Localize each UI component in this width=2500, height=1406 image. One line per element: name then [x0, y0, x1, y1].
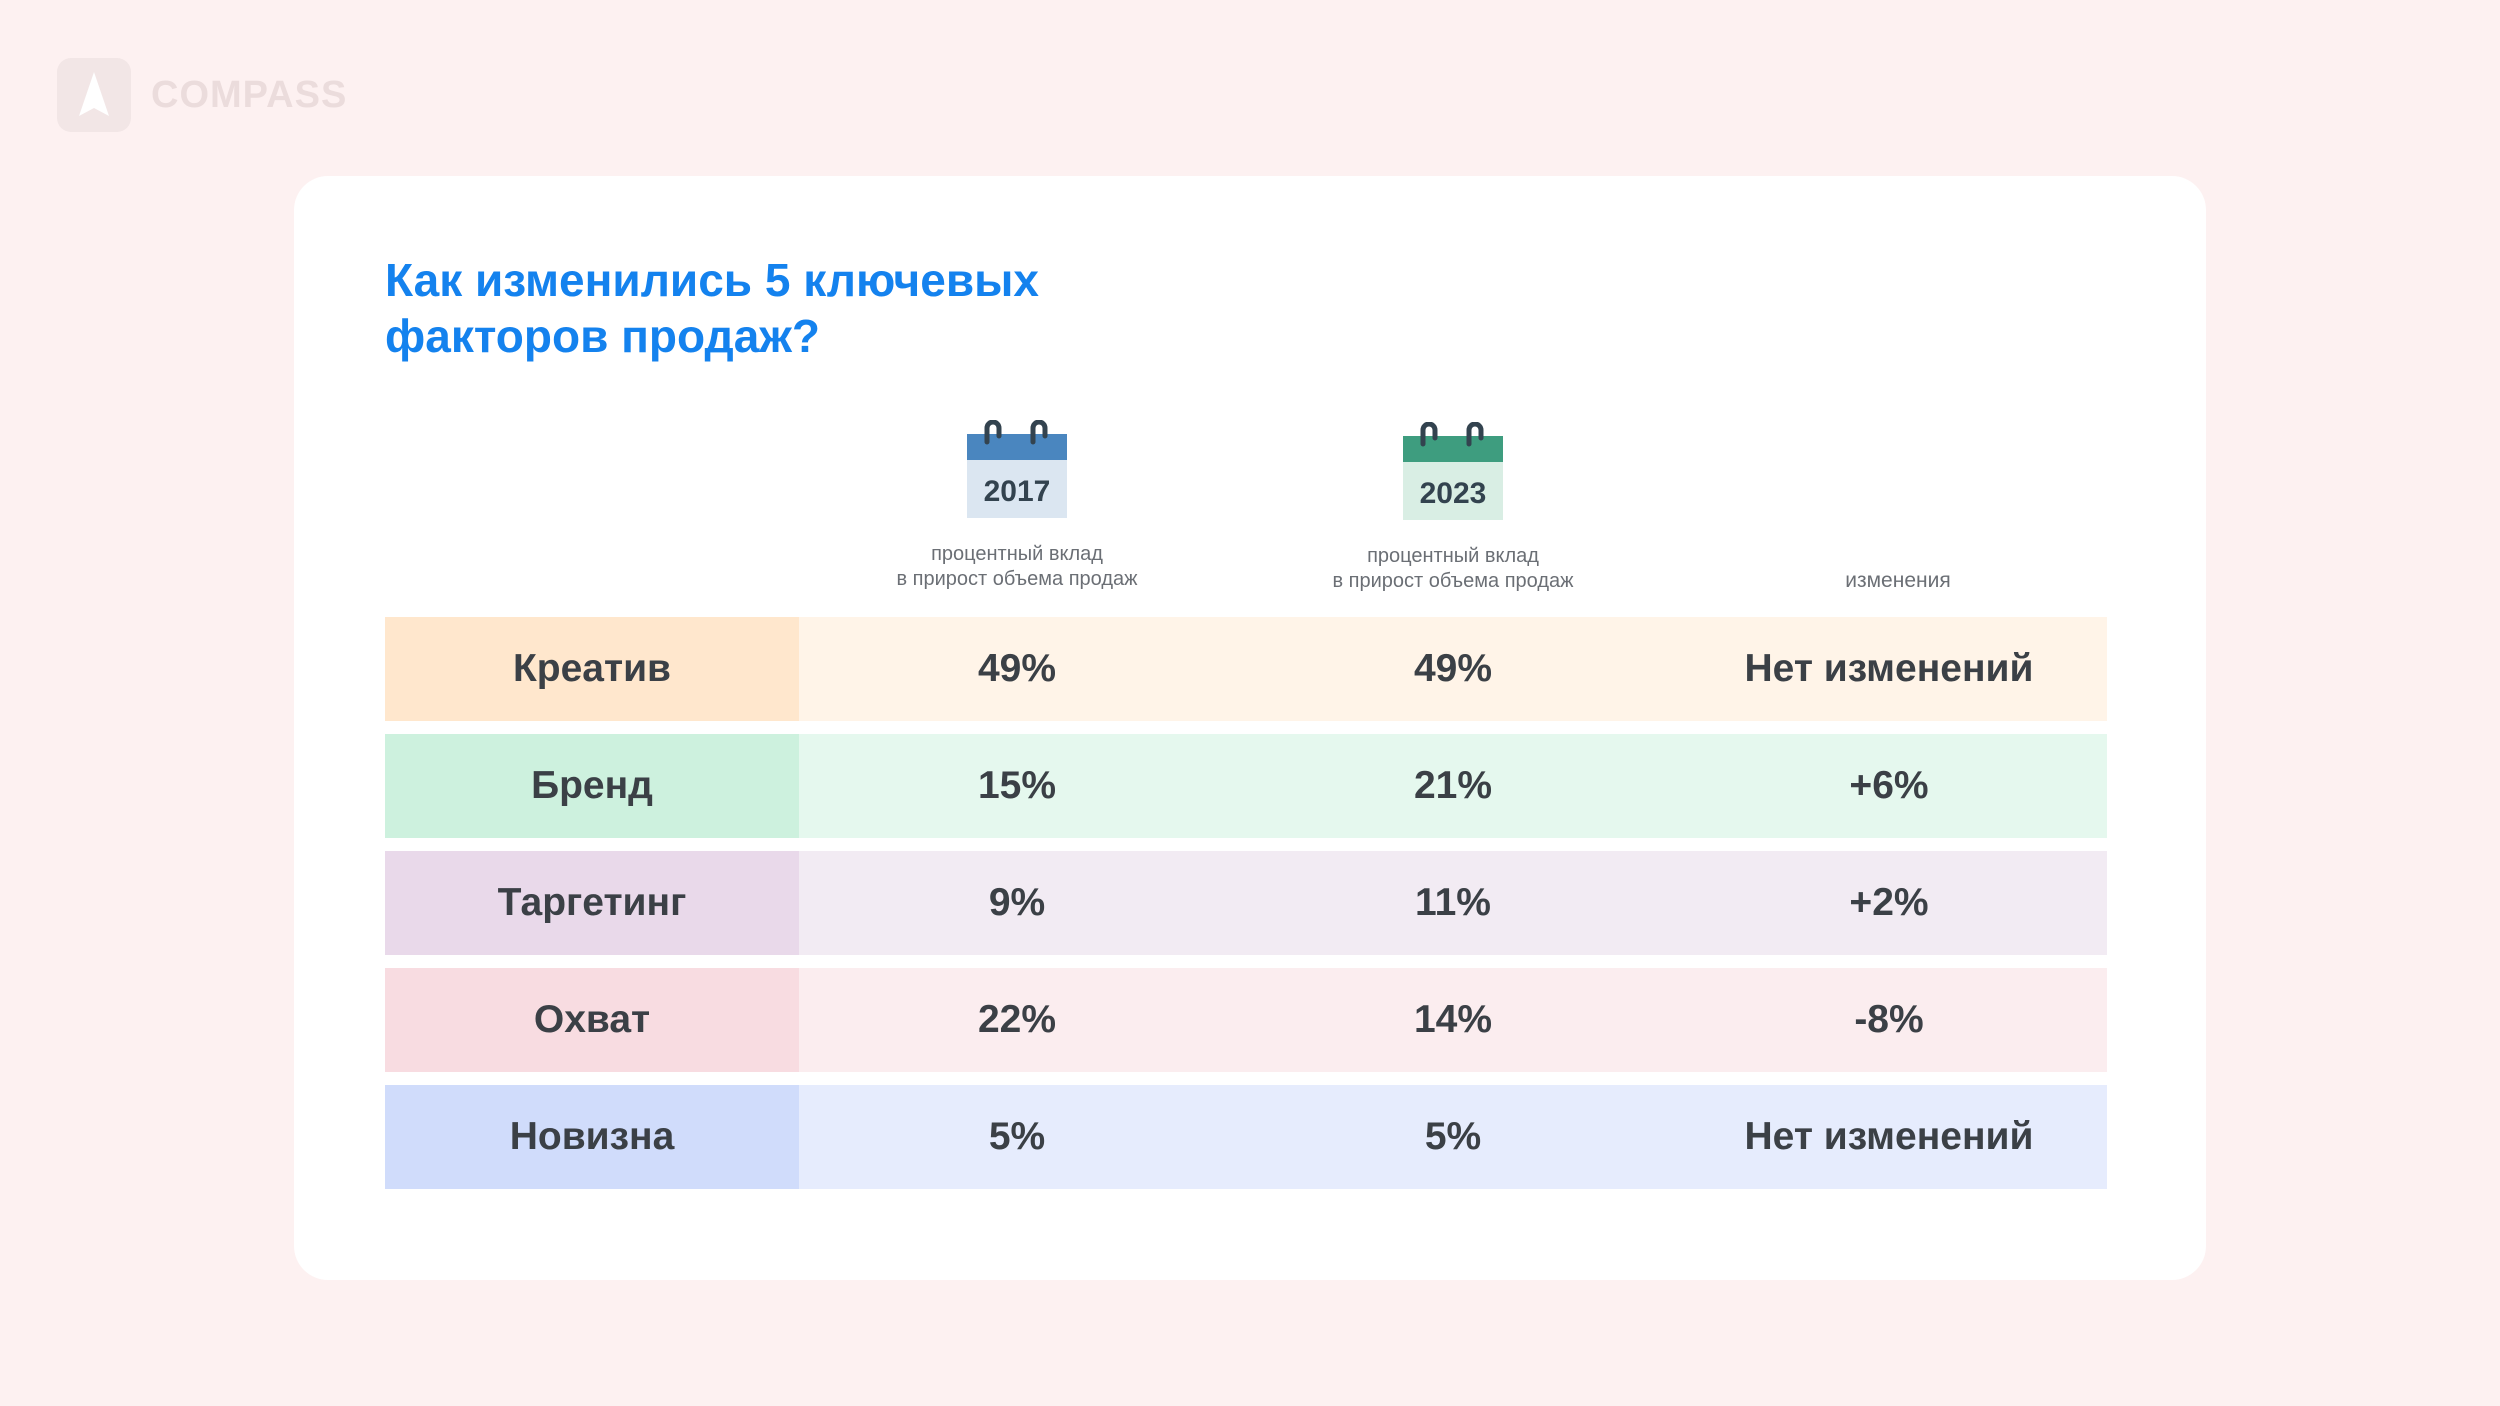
factors-table: Креатив 49% 49% Нет изменений Бренд 15% … [385, 617, 2107, 1202]
factor-label: Креатив [385, 617, 799, 721]
calendar-year: 2023 [1420, 477, 1487, 510]
value-2023: 11% [1235, 851, 1671, 955]
brand-logo: COMPASS [57, 58, 347, 132]
table-row: Таргетинг 9% 11% +2% [385, 851, 2107, 955]
change-column-header: изменения [1845, 569, 1951, 592]
calendar-icon: 2017 [967, 420, 1067, 518]
brand-name: COMPASS [151, 73, 348, 116]
value-2023: 14% [1235, 968, 1671, 1072]
value-2017: 22% [799, 968, 1235, 1072]
value-2017: 15% [799, 734, 1235, 838]
column-header-2023: 2023 процентный вклад в прирост объема п… [1233, 422, 1673, 594]
value-2017: 5% [799, 1085, 1235, 1189]
column-subtitle: процентный вклад в прирост объема продаж [896, 543, 1138, 590]
page-title: Как изменились 5 ключевых факторов прода… [385, 252, 1285, 364]
change-value: +6% [1671, 734, 2107, 838]
calendar-icon: 2023 [1403, 422, 1503, 520]
change-value: -8% [1671, 968, 2107, 1072]
title-line-2: факторов продаж? [385, 310, 821, 362]
column-header-2017: 2017 процентный вклад в прирост объема п… [797, 420, 1237, 592]
value-2023: 5% [1235, 1085, 1671, 1189]
factor-label: Охват [385, 968, 799, 1072]
value-2017: 9% [799, 851, 1235, 955]
value-2023: 49% [1235, 617, 1671, 721]
change-value: Нет изменений [1671, 617, 2107, 721]
table-row: Новизна 5% 5% Нет изменений [385, 1085, 2107, 1189]
compass-logo-icon [57, 58, 131, 132]
change-value: +2% [1671, 851, 2107, 955]
table-row: Бренд 15% 21% +6% [385, 734, 2107, 838]
table-row: Креатив 49% 49% Нет изменений [385, 617, 2107, 721]
calendar-year: 2017 [984, 475, 1051, 508]
content-card: Как изменились 5 ключевых факторов прода… [294, 176, 2206, 1280]
table-row: Охват 22% 14% -8% [385, 968, 2107, 1072]
title-line-1: Как изменились 5 ключевых [385, 254, 1039, 306]
factor-label: Таргетинг [385, 851, 799, 955]
value-2017: 49% [799, 617, 1235, 721]
factor-label: Новизна [385, 1085, 799, 1189]
value-2023: 21% [1235, 734, 1671, 838]
column-subtitle: процентный вклад в прирост объема продаж [1332, 545, 1574, 592]
change-value: Нет изменений [1671, 1085, 2107, 1189]
factor-label: Бренд [385, 734, 799, 838]
